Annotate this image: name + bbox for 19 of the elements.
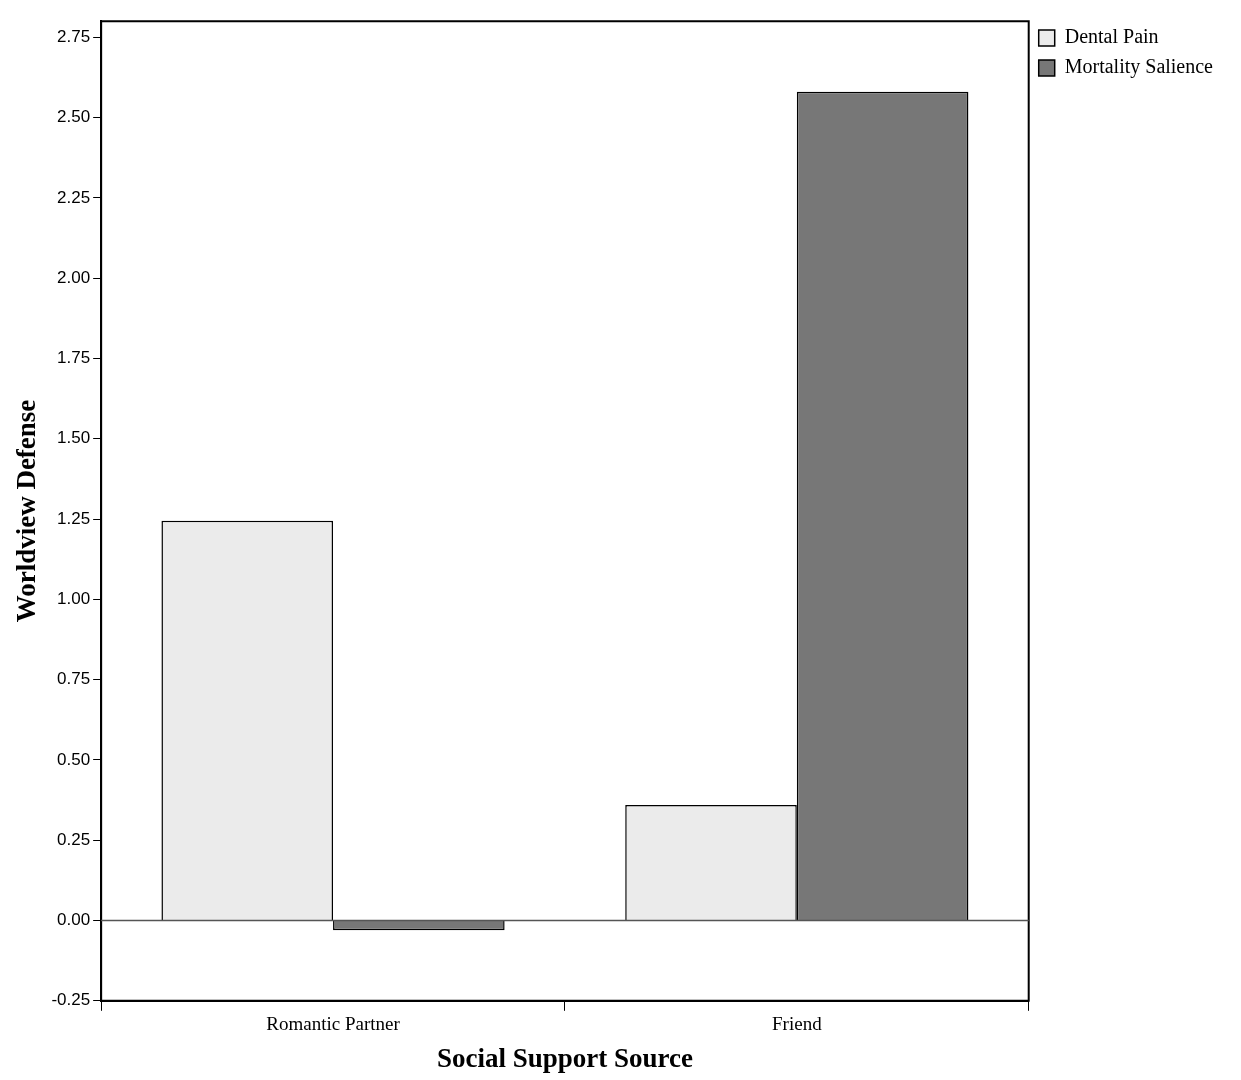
x-axis-title: Social Support Source: [436, 1042, 693, 1073]
y-tick-label: 2.25: [57, 187, 91, 207]
y-tick-label: 0.00: [57, 910, 91, 930]
y-tick-label: 0.50: [57, 749, 91, 769]
y-tick-label: 1.50: [57, 428, 91, 448]
y-tick-label: -0.25: [51, 990, 91, 1010]
y-tick-label: 1.75: [57, 348, 91, 368]
y-tick-label: 1.25: [57, 508, 91, 528]
y-tick-label: 0.75: [57, 669, 91, 689]
y-tick-label: 1.00: [57, 589, 91, 609]
y-tick-label: 0.25: [57, 829, 91, 849]
y-axis-title: Worldview Defense: [11, 399, 42, 623]
y-tick-label: 2.00: [57, 267, 91, 287]
x-tick-label: Romantic Partner: [266, 1013, 401, 1035]
x-tick-label: Friend: [772, 1013, 823, 1035]
legend-label: Mortality Salience: [1064, 55, 1214, 79]
y-tick-label: 2.50: [57, 107, 91, 127]
legend-label: Dental Pain: [1064, 25, 1159, 48]
y-tick-label: 2.75: [57, 26, 91, 46]
